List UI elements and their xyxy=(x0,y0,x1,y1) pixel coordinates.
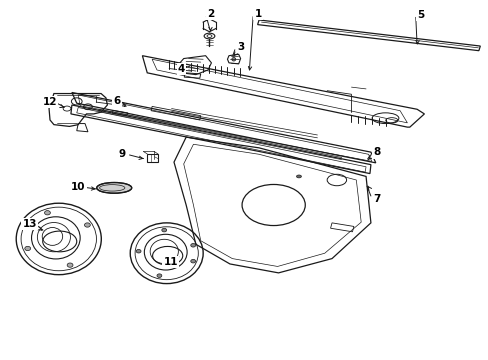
Ellipse shape xyxy=(190,243,195,247)
Ellipse shape xyxy=(157,274,162,278)
Text: 4: 4 xyxy=(177,64,184,73)
Text: 2: 2 xyxy=(206,9,214,19)
Text: 12: 12 xyxy=(42,97,57,107)
Text: 1: 1 xyxy=(254,9,261,19)
Ellipse shape xyxy=(44,211,50,215)
Ellipse shape xyxy=(296,175,301,178)
Text: 3: 3 xyxy=(237,42,244,52)
Ellipse shape xyxy=(162,228,166,232)
Ellipse shape xyxy=(231,58,235,61)
Ellipse shape xyxy=(136,249,141,253)
Text: 11: 11 xyxy=(163,257,178,267)
Text: 5: 5 xyxy=(416,10,423,19)
Text: 13: 13 xyxy=(22,219,37,229)
Ellipse shape xyxy=(97,183,131,193)
Ellipse shape xyxy=(25,246,31,251)
Text: 6: 6 xyxy=(113,96,121,106)
Text: 7: 7 xyxy=(372,194,380,203)
Text: 10: 10 xyxy=(71,182,85,192)
Ellipse shape xyxy=(190,260,195,263)
Text: 9: 9 xyxy=(118,149,125,159)
Ellipse shape xyxy=(67,263,73,267)
Text: 8: 8 xyxy=(372,148,380,157)
Ellipse shape xyxy=(84,223,90,227)
